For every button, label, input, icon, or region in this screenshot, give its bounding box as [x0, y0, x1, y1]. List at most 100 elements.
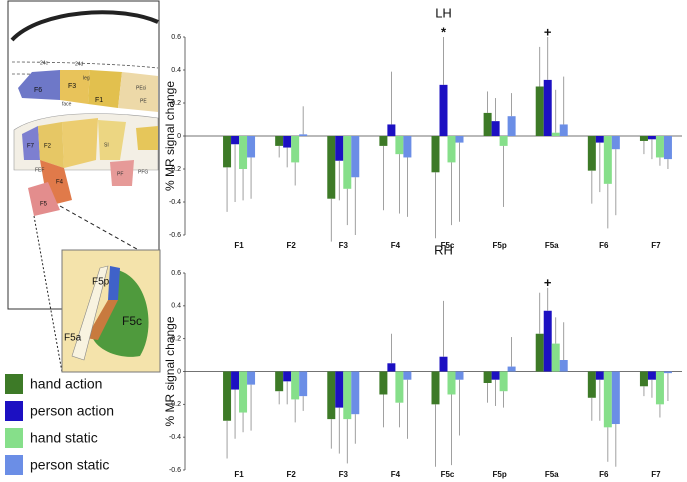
bar [595, 136, 604, 143]
bar [611, 136, 620, 150]
bar [559, 124, 568, 136]
x-tick-label: F7 [651, 470, 661, 479]
bar [639, 136, 648, 141]
diagram-label: FEF [35, 167, 44, 173]
inset-sulcus [71, 265, 109, 361]
bar [223, 136, 232, 168]
bar [231, 136, 240, 145]
bar [351, 371, 360, 415]
x-tick-label: F1 [234, 241, 244, 250]
bar [491, 371, 500, 380]
x-tick-label: F2 [286, 470, 296, 479]
bar [647, 371, 656, 380]
sulcus [10, 10, 159, 42]
y-tick-label: 0.2 [171, 336, 181, 343]
bar [603, 371, 612, 428]
x-tick-label: F4 [391, 470, 401, 479]
bar [491, 121, 500, 136]
y-tick-label: -0.4 [169, 434, 181, 441]
diagram-label: F3 [68, 83, 76, 90]
bar [247, 136, 256, 158]
legend-label: person static [30, 457, 109, 473]
legend-label: hand action [30, 376, 102, 392]
bar [507, 366, 516, 372]
y-tick-label: 0.4 [171, 67, 181, 74]
bar [439, 84, 448, 136]
bar [351, 136, 360, 178]
annotation: * [441, 24, 447, 39]
bar [543, 79, 552, 136]
chart-title: LH [435, 5, 452, 20]
bar [551, 343, 560, 372]
bar [455, 371, 464, 380]
x-tick-label: F5a [545, 470, 559, 479]
bar [655, 136, 664, 158]
x-tick-label: F2 [286, 241, 296, 250]
area-f3 [60, 70, 90, 104]
x-tick-label: F5p [492, 470, 506, 479]
x-tick-label: F5p [492, 241, 506, 250]
bar [343, 136, 352, 189]
diagram-label: F1 [95, 97, 103, 104]
x-tick-label: F5c [441, 241, 455, 250]
bar [431, 371, 440, 405]
bar [447, 136, 456, 163]
legend-label: person action [30, 403, 114, 419]
y-axis-label: % MR signal change [163, 81, 177, 191]
diagram-label: PFG [138, 169, 148, 175]
bar [611, 371, 620, 425]
y-tick-label: -0.6 [169, 232, 181, 239]
diagram-label: F5c [122, 314, 142, 328]
annotation: + [544, 275, 552, 290]
bar [603, 136, 612, 184]
bar [283, 371, 292, 382]
inset-f5c [92, 270, 149, 357]
diagram-label: F5p [92, 277, 110, 288]
diagram-label: leg [83, 75, 90, 81]
bar [343, 371, 352, 420]
bar [327, 371, 336, 420]
diagram-label: SI [104, 142, 109, 148]
area-f1l [62, 118, 98, 168]
bar [535, 86, 544, 136]
bar [595, 371, 604, 380]
y-tick-label: 0.6 [171, 34, 181, 41]
x-tick-label: F7 [651, 241, 661, 250]
bar [299, 134, 308, 136]
y-tick-label: -0.4 [169, 199, 181, 206]
bar [239, 371, 248, 413]
annotation: + [544, 24, 552, 39]
inset-f5p [108, 266, 120, 300]
diagram-label: PEci [136, 85, 146, 91]
area-pf [110, 160, 134, 186]
x-tick-label: F3 [339, 470, 349, 479]
bar [403, 136, 412, 158]
diagram-label: 24d [75, 61, 84, 67]
bar [335, 371, 344, 408]
x-tick-label: F6 [599, 241, 609, 250]
y-tick-label: -0.2 [169, 166, 181, 173]
bar [483, 112, 492, 136]
bar [507, 116, 516, 136]
bar [499, 371, 508, 392]
bar [431, 136, 440, 173]
diagram-label: F5a [64, 333, 82, 344]
bar [379, 136, 388, 146]
bar [655, 371, 664, 405]
bar [587, 371, 596, 398]
bar [499, 136, 508, 146]
diagram-label: PF [117, 171, 123, 177]
area-pe2 [136, 126, 158, 150]
chart-title: RH [434, 242, 453, 257]
bar [327, 136, 336, 199]
diagram-label: F4 [56, 180, 64, 186]
bar [231, 371, 240, 390]
diagram-label: 24c [40, 60, 49, 66]
legend-swatch [5, 401, 23, 421]
diagram-label: F7 [27, 144, 35, 150]
zoom-line [59, 205, 161, 263]
area-f1 [88, 70, 122, 108]
legend-swatch [5, 374, 23, 394]
bar [439, 356, 448, 372]
